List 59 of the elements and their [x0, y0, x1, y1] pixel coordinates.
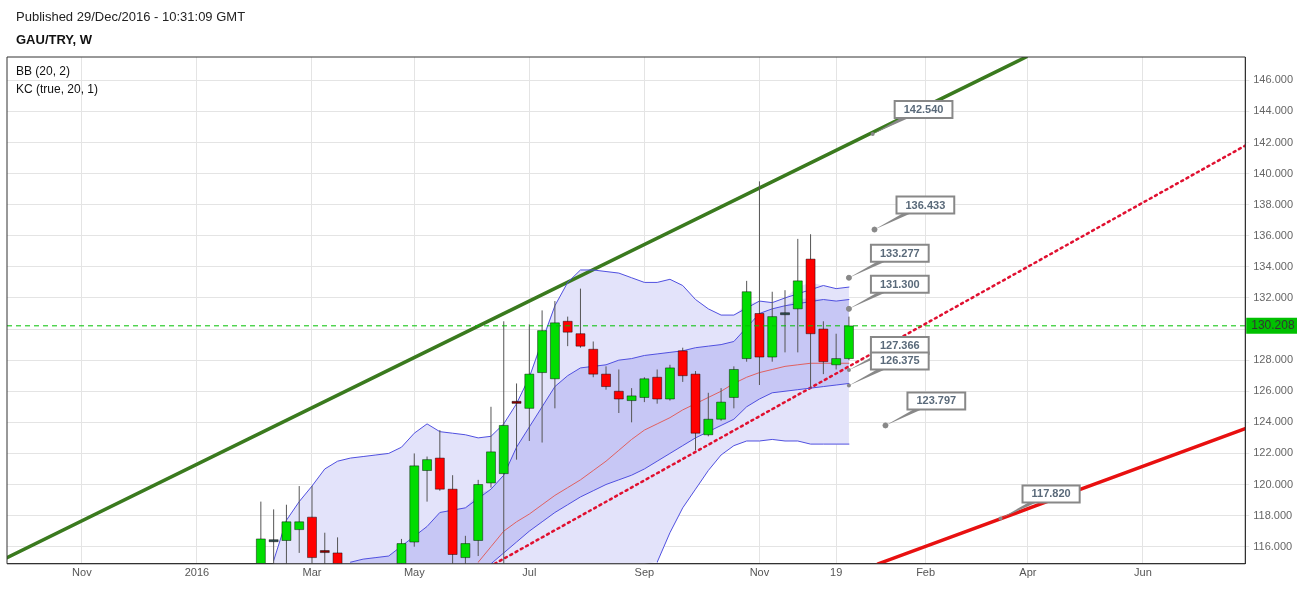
candlestick [652, 368, 663, 405]
y-tick-label: 134.000 [1253, 259, 1293, 272]
x-tick-label: Sep [634, 566, 655, 579]
y-tick-label: 118.000 [1253, 508, 1293, 521]
annotation: BB (20, 2) [16, 64, 71, 79]
candlestick [319, 532, 330, 564]
x-tick-label: 2016 [184, 566, 210, 579]
candlestick [294, 485, 305, 554]
annotation: 117.820 [1031, 487, 1071, 500]
annotation: 126.375 [879, 354, 920, 367]
candlestick [601, 365, 612, 391]
x-tick-label: Nov [749, 566, 770, 579]
y-tick-label: 140.000 [1253, 166, 1293, 179]
annotation: 131.300 [879, 277, 920, 290]
x-tick-label: Jul [522, 566, 537, 579]
y-tick-label: 136.000 [1253, 228, 1293, 241]
candlestick [613, 368, 624, 414]
x-tick-label: May [403, 566, 426, 579]
candlestick [332, 536, 343, 564]
annotation: 123.797 [916, 394, 957, 407]
candlestick [626, 387, 637, 423]
chart-title: GAU/TRY, W [16, 32, 93, 47]
candlestick [639, 376, 650, 403]
annotation: 127.366 [879, 339, 920, 352]
candlestick [511, 382, 522, 461]
annotation: 136.433 [905, 198, 946, 211]
y-tick-label: 122.000 [1253, 446, 1293, 459]
y-tick-label: 146.000 [1253, 73, 1293, 86]
annotation: KC (true, 20, 1) [16, 82, 99, 97]
annotation: 142.540 [903, 103, 944, 116]
candlestick [281, 504, 292, 564]
y-tick-label: 132.000 [1253, 290, 1293, 303]
x-tick-label: Jun [1134, 566, 1152, 579]
candlestick [396, 538, 407, 564]
y-tick-label: 142.000 [1253, 135, 1293, 148]
candlestick [562, 316, 573, 347]
candlestick [703, 392, 714, 437]
y-tick-label: 126.000 [1253, 384, 1293, 397]
candlestick [831, 333, 842, 370]
chart-subtitle: Published 29/Dec/2016 - 10:31:09 GMT [16, 9, 246, 24]
x-tick-label: Apr [1019, 566, 1037, 579]
candlestick [716, 387, 727, 422]
y-tick-label: 120.000 [1253, 477, 1293, 490]
y-tick-label: 128.000 [1253, 353, 1293, 366]
y-tick-label: 138.000 [1253, 197, 1293, 210]
ref-line-label: 130.208 [1251, 318, 1295, 333]
candlestick [460, 535, 471, 564]
y-tick-label: 124.000 [1253, 415, 1293, 428]
x-tick-label: Nov [72, 566, 93, 579]
x-tick-label: 19 [830, 566, 843, 579]
candlestick [268, 508, 279, 564]
candlestick [780, 289, 791, 353]
y-tick-label: 144.000 [1253, 104, 1293, 117]
x-tick-label: Mar [302, 566, 322, 579]
candlestick [422, 456, 433, 503]
annotation: 133.277 [879, 246, 920, 259]
x-tick-label: Feb [916, 566, 936, 579]
y-tick-label: 116.000 [1253, 539, 1293, 552]
candlestick [575, 288, 586, 349]
